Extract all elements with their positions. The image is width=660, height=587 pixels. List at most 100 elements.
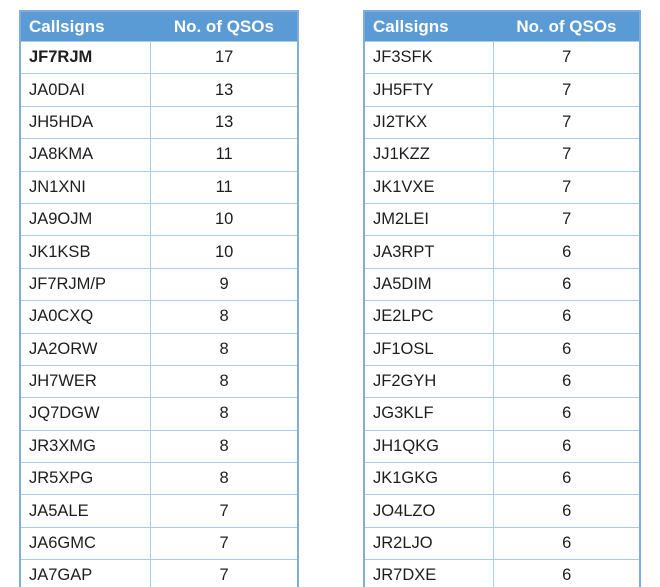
callsign-cell: JH7WER xyxy=(19,364,152,399)
qso-count-cell: 6 xyxy=(493,494,641,528)
table-row: JF7RJM/P 9 xyxy=(19,267,299,302)
callsign-cell: JA9OJM xyxy=(19,202,152,237)
callsign-cell: JA7GAP xyxy=(19,559,152,587)
qso-count-cell: 7 xyxy=(150,559,299,587)
table-row: JR2LJO 6 xyxy=(363,526,641,561)
qso-count-cell: 7 xyxy=(493,170,641,204)
header-row: Callsigns No. of QSOs xyxy=(20,11,298,42)
qso-ranking-table-2: Callsigns No. of QSOs JF3SFK 7 JH5FTY 7 JI2T… xyxy=(363,10,641,587)
table-row: JK1KSB 10 xyxy=(19,235,299,269)
table-row: JK1GKG 6 xyxy=(363,462,641,496)
table-row: JO4LZO 6 xyxy=(363,494,641,528)
header-qso-count: No. of QSOs xyxy=(150,11,298,42)
callsign-cell: JJ1KZZ xyxy=(363,138,495,172)
callsign-cell: JR5XPG xyxy=(19,462,152,496)
qso-count-cell: 7 xyxy=(493,105,641,140)
qso-count-cell: 7 xyxy=(493,138,641,172)
callsign-cell: JF7RJM xyxy=(19,40,152,75)
callsign-cell: JA0CXQ xyxy=(19,300,152,334)
callsign-cell: JE2LPC xyxy=(363,300,495,334)
qso-count-cell: 6 xyxy=(493,526,641,561)
callsign-cell: JF2GYH xyxy=(363,364,495,399)
table-row: JA0DAI 13 xyxy=(19,73,299,107)
header-callsigns: Callsigns xyxy=(20,11,151,42)
callsign-cell: JN1XNI xyxy=(19,170,152,204)
table-row: JJ1KZZ 7 xyxy=(363,138,641,172)
qso-count-cell: 11 xyxy=(150,170,299,204)
table-row: JF3SFK 7 xyxy=(363,40,641,75)
callsign-cell: JR7DXE xyxy=(363,559,495,587)
table-row: JA0CXQ 8 xyxy=(19,300,299,334)
callsign-cell: JA5DIM xyxy=(363,267,495,302)
qso-count-cell: 6 xyxy=(493,332,641,366)
table-row: JA6GMC 7 xyxy=(19,526,299,561)
table-header: Callsigns No. of QSOs xyxy=(364,11,640,42)
callsign-cell: JR2LJO xyxy=(363,526,495,561)
callsign-cell: JA0DAI xyxy=(19,73,152,107)
table-row: JH5FTY 7 xyxy=(363,73,641,107)
callsign-cell: JQ7DGW xyxy=(19,397,152,431)
table-row: JF2GYH 6 xyxy=(363,364,641,399)
callsign-cell: JK1VXE xyxy=(363,170,495,204)
qso-ranking-table-1: Callsigns No. of QSOs JF7RJM 17 JA0DAI 13 JH… xyxy=(19,10,299,587)
qso-count-cell: 8 xyxy=(150,300,299,334)
table-row: JR7DXE 6 xyxy=(363,559,641,587)
callsign-cell: JK1GKG xyxy=(363,462,495,496)
table-row: JH5HDA 13 xyxy=(19,105,299,140)
table-row: JQ7DGW 8 xyxy=(19,397,299,431)
callsign-cell: JA2ORW xyxy=(19,332,152,366)
qso-count-cell: 8 xyxy=(150,397,299,431)
qso-count-cell: 7 xyxy=(493,202,641,237)
qso-count-cell: 13 xyxy=(150,73,299,107)
callsign-cell: JH5FTY xyxy=(363,73,495,107)
table-row: JN1XNI 11 xyxy=(19,170,299,204)
table-row: JA2ORW 8 xyxy=(19,332,299,366)
qso-count-cell: 10 xyxy=(150,235,299,269)
qso-count-cell: 6 xyxy=(493,300,641,334)
table-row: JA7GAP 7 xyxy=(19,559,299,587)
table-row: JG3KLF 6 xyxy=(363,397,641,431)
qso-count-cell: 6 xyxy=(493,364,641,399)
table-row: JA3RPT 6 xyxy=(363,235,641,269)
qso-count-cell: 9 xyxy=(150,267,299,302)
qso-table-right-wrap: Callsigns No. of QSOs JF3SFK 7 JH5FTY 7 JI2T… xyxy=(363,10,641,587)
callsign-cell: JM2LEI xyxy=(363,202,495,237)
qso-count-cell: 13 xyxy=(150,105,299,140)
callsign-cell: JA5ALE xyxy=(19,494,152,528)
qso-count-cell: 7 xyxy=(150,526,299,561)
callsign-cell: JA6GMC xyxy=(19,526,152,561)
qso-count-cell: 8 xyxy=(150,332,299,366)
qso-count-cell: 10 xyxy=(150,202,299,237)
table-row: JR5XPG 8 xyxy=(19,462,299,496)
callsign-cell: JG3KLF xyxy=(363,397,495,431)
table-row: JK1VXE 7 xyxy=(363,170,641,204)
header-callsigns: Callsigns xyxy=(364,11,494,42)
table-row: JM2LEI 7 xyxy=(363,202,641,237)
qso-count-cell: 6 xyxy=(493,559,641,587)
table-row: JI2TKX 7 xyxy=(363,105,641,140)
callsign-cell: JA3RPT xyxy=(363,235,495,269)
table-row: JA5DIM 6 xyxy=(363,267,641,302)
callsign-cell: JO4LZO xyxy=(363,494,495,528)
qso-count-cell: 7 xyxy=(150,494,299,528)
table-header: Callsigns No. of QSOs xyxy=(20,11,298,42)
header-row: Callsigns No. of QSOs xyxy=(364,11,640,42)
qso-count-cell: 17 xyxy=(150,40,299,75)
callsign-cell: JH5HDA xyxy=(19,105,152,140)
qso-count-cell: 7 xyxy=(493,73,641,107)
qso-count-cell: 8 xyxy=(150,429,299,464)
qso-count-cell: 6 xyxy=(493,267,641,302)
callsign-cell: JF7RJM/P xyxy=(19,267,152,302)
qso-count-cell: 11 xyxy=(150,138,299,172)
qso-count-cell: 8 xyxy=(150,462,299,496)
header-qso-count: No. of QSOs xyxy=(493,11,640,42)
callsign-cell: JF1OSL xyxy=(363,332,495,366)
table-row: JR3XMG 8 xyxy=(19,429,299,464)
qso-count-cell: 6 xyxy=(493,397,641,431)
qso-table-left-wrap: Callsigns No. of QSOs JF7RJM 17 JA0DAI 13 JH… xyxy=(19,10,299,587)
qso-count-cell: 6 xyxy=(493,462,641,496)
callsign-cell: JA8KMA xyxy=(19,138,152,172)
callsign-cell: JK1KSB xyxy=(19,235,152,269)
table-row: JA5ALE 7 xyxy=(19,494,299,528)
